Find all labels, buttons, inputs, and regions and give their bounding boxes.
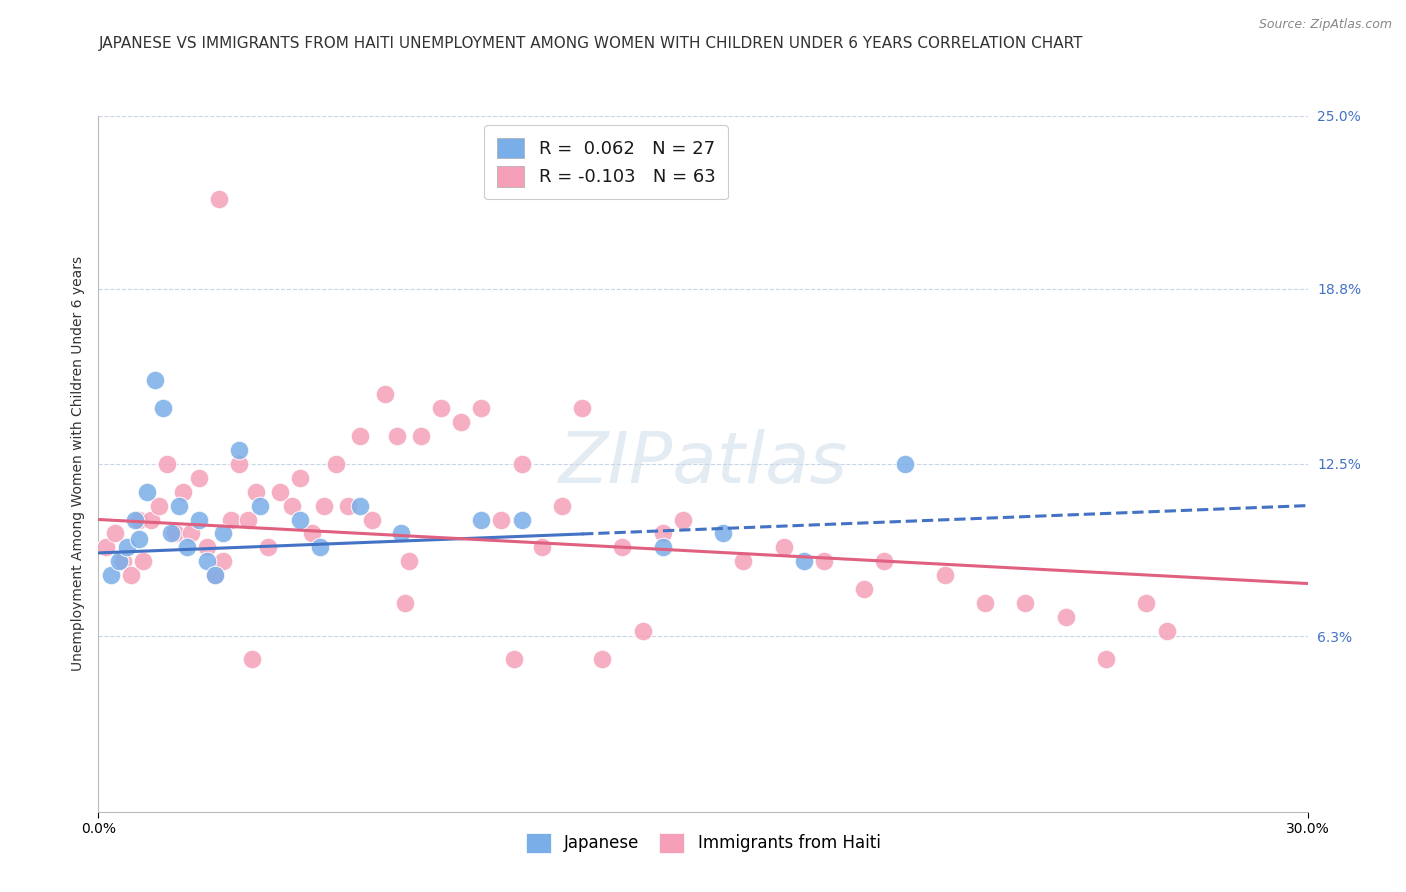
Point	[167, 499, 190, 513]
Point	[398, 554, 420, 568]
Point	[651, 541, 673, 555]
Point	[733, 554, 755, 568]
Point	[1054, 610, 1077, 624]
Point	[281, 499, 304, 513]
Point	[385, 429, 408, 443]
Point	[974, 596, 997, 610]
Point	[450, 415, 472, 429]
Y-axis label: Unemployment Among Women with Children Under 6 years: Unemployment Among Women with Children U…	[70, 256, 84, 672]
Point	[510, 457, 533, 471]
Point	[156, 457, 179, 471]
Point	[195, 554, 218, 568]
Point	[107, 554, 129, 568]
Point	[510, 512, 533, 526]
Point	[651, 526, 673, 541]
Point	[571, 401, 593, 416]
Point	[204, 568, 226, 582]
Point	[228, 442, 250, 457]
Point	[288, 471, 311, 485]
Point	[591, 651, 613, 665]
Point	[394, 596, 416, 610]
Point	[128, 532, 150, 546]
Point	[124, 512, 146, 526]
Point	[934, 568, 956, 582]
Point	[188, 471, 211, 485]
Point	[288, 512, 311, 526]
Legend: Japanese, Immigrants from Haiti: Japanese, Immigrants from Haiti	[516, 823, 890, 863]
Point	[1095, 651, 1118, 665]
Text: Source: ZipAtlas.com: Source: ZipAtlas.com	[1258, 18, 1392, 31]
Point	[772, 541, 794, 555]
Point	[269, 484, 291, 499]
Point	[337, 499, 360, 513]
Point	[309, 541, 332, 555]
Point	[172, 484, 194, 499]
Point	[111, 554, 134, 568]
Point	[188, 512, 211, 526]
Point	[349, 499, 371, 513]
Point	[228, 457, 250, 471]
Point	[245, 484, 267, 499]
Point	[128, 512, 150, 526]
Point	[148, 499, 170, 513]
Point	[349, 429, 371, 443]
Point	[152, 401, 174, 416]
Point	[176, 541, 198, 555]
Point	[301, 526, 323, 541]
Point	[631, 624, 654, 638]
Point	[672, 512, 695, 526]
Point	[502, 651, 524, 665]
Point	[374, 387, 396, 401]
Point	[1156, 624, 1178, 638]
Point	[132, 554, 155, 568]
Point	[221, 512, 243, 526]
Point	[711, 526, 734, 541]
Point	[100, 568, 122, 582]
Point	[1014, 596, 1036, 610]
Point	[180, 526, 202, 541]
Point	[204, 568, 226, 582]
Text: JAPANESE VS IMMIGRANTS FROM HAITI UNEMPLOYMENT AMONG WOMEN WITH CHILDREN UNDER 6: JAPANESE VS IMMIGRANTS FROM HAITI UNEMPL…	[98, 36, 1083, 51]
Point	[96, 541, 118, 555]
Point	[612, 541, 634, 555]
Point	[160, 526, 183, 541]
Point	[389, 526, 412, 541]
Point	[430, 401, 453, 416]
Point	[314, 499, 336, 513]
Point	[551, 499, 574, 513]
Point	[120, 568, 142, 582]
Point	[530, 541, 553, 555]
Point	[793, 554, 815, 568]
Point	[249, 499, 271, 513]
Point	[491, 512, 513, 526]
Point	[893, 457, 915, 471]
Point	[240, 651, 263, 665]
Point	[1135, 596, 1157, 610]
Point	[325, 457, 347, 471]
Point	[212, 554, 235, 568]
Text: ZIPatlas: ZIPatlas	[558, 429, 848, 499]
Point	[163, 526, 186, 541]
Point	[361, 512, 384, 526]
Point	[813, 554, 835, 568]
Point	[103, 526, 125, 541]
Point	[470, 512, 492, 526]
Point	[853, 582, 876, 596]
Point	[143, 373, 166, 387]
Point	[212, 526, 235, 541]
Point	[135, 484, 157, 499]
Point	[873, 554, 896, 568]
Point	[139, 512, 162, 526]
Point	[409, 429, 432, 443]
Point	[236, 512, 259, 526]
Point	[470, 401, 492, 416]
Point	[195, 541, 218, 555]
Point	[115, 541, 138, 555]
Point	[256, 541, 278, 555]
Point	[208, 193, 231, 207]
